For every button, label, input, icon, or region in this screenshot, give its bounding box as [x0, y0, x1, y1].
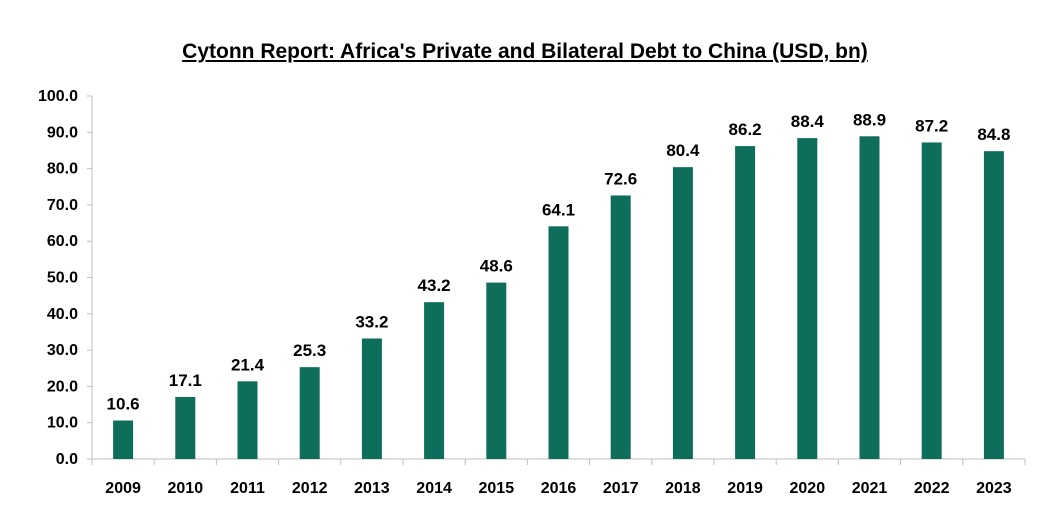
data-label: 10.6 — [107, 395, 140, 414]
bar — [113, 420, 134, 459]
data-label: 33.2 — [355, 312, 388, 331]
bar — [859, 136, 880, 459]
y-tick-label: 50.0 — [47, 270, 78, 287]
y-tick-label: 30.0 — [47, 342, 78, 359]
x-tick-label: 2010 — [168, 480, 204, 497]
data-label: 25.3 — [293, 341, 326, 360]
data-label: 80.4 — [666, 141, 700, 160]
x-tick-label: 2022 — [914, 480, 950, 497]
x-tick-label: 2009 — [105, 480, 141, 497]
bar — [486, 282, 507, 459]
y-tick-label: 10.0 — [47, 415, 78, 432]
x-tick-label: 2023 — [976, 480, 1012, 497]
bar — [797, 138, 818, 459]
x-tick-label: 2014 — [416, 480, 452, 497]
x-tick-label: 2011 — [230, 480, 265, 497]
bar — [424, 302, 445, 459]
y-tick-label: 20.0 — [47, 378, 78, 395]
data-label: 21.4 — [231, 355, 265, 374]
y-tick-label: 80.0 — [47, 161, 78, 178]
chart-title: Cytonn Report: Africa's Private and Bila… — [182, 40, 868, 63]
bar — [983, 151, 1004, 459]
y-tick-label: 40.0 — [47, 306, 78, 323]
y-tick-label: 0.0 — [56, 451, 78, 468]
bar — [921, 142, 942, 460]
data-label: 72.6 — [604, 169, 637, 188]
data-label: 86.2 — [729, 120, 762, 139]
bar — [735, 146, 756, 459]
bar — [672, 167, 693, 459]
x-tick-label: 2013 — [354, 480, 390, 497]
x-tick-label: 2012 — [292, 480, 328, 497]
data-label: 48.6 — [480, 257, 513, 276]
bar — [175, 396, 196, 459]
data-label: 87.2 — [915, 116, 948, 135]
x-tick-label: 2020 — [790, 480, 826, 497]
x-tick-label: 2021 — [852, 480, 888, 497]
data-label: 84.8 — [977, 125, 1010, 144]
y-tick-label: 90.0 — [47, 124, 78, 141]
data-label: 17.1 — [169, 371, 202, 390]
bar — [361, 338, 382, 459]
y-tick-label: 100.0 — [38, 88, 78, 105]
x-tick-label: 2017 — [603, 480, 639, 497]
y-tick-label: 60.0 — [47, 233, 78, 250]
x-tick-label: 2016 — [541, 480, 577, 497]
data-label: 88.9 — [853, 110, 886, 129]
x-tick-label: 2015 — [479, 480, 515, 497]
x-tick-label: 2019 — [727, 480, 763, 497]
bar — [299, 367, 320, 459]
data-label: 88.4 — [791, 112, 825, 131]
data-label: 64.1 — [542, 200, 575, 219]
y-tick-label: 70.0 — [47, 197, 78, 214]
bar — [548, 226, 569, 459]
x-tick-label: 2018 — [665, 480, 701, 497]
data-label: 43.2 — [418, 276, 451, 295]
bar — [610, 195, 631, 459]
bar — [237, 381, 258, 459]
